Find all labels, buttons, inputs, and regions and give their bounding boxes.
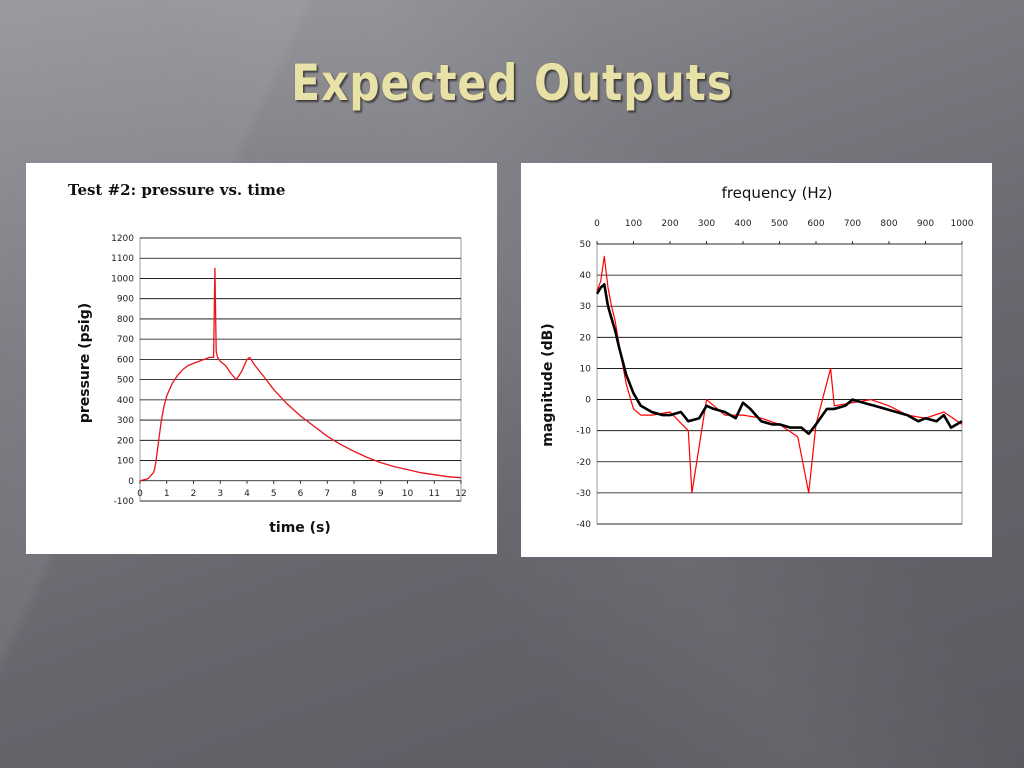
x-tick-label: 1000 bbox=[951, 219, 974, 229]
y-tick-label: 500 bbox=[117, 376, 134, 386]
y-tick-label: 40 bbox=[580, 271, 592, 281]
y-tick-label: 1100 bbox=[111, 254, 134, 264]
x-tick-label: 300 bbox=[698, 219, 715, 229]
pressure-chart-panel: Test #2: pressure vs. time pressure (psi… bbox=[26, 163, 497, 554]
y-tick-label: 1200 bbox=[111, 234, 134, 244]
y-axis-title: pressure (psig) bbox=[77, 303, 93, 423]
x-tick-label: 900 bbox=[917, 219, 934, 229]
y-tick-label: 100 bbox=[117, 457, 134, 467]
y-tick-label: 300 bbox=[117, 416, 134, 426]
x-tick-label: 5 bbox=[271, 489, 277, 499]
x-tick-label: 7 bbox=[324, 489, 330, 499]
y-tick-label: 900 bbox=[117, 295, 134, 305]
y-tick-label: 0 bbox=[128, 477, 134, 487]
x-tick-label: 800 bbox=[880, 219, 897, 229]
y-tick-label: 700 bbox=[117, 335, 134, 345]
y-tick-label: 600 bbox=[117, 355, 134, 365]
y-tick-label: -20 bbox=[576, 458, 591, 468]
x-tick-label: 10 bbox=[402, 489, 414, 499]
y-tick-label: 20 bbox=[580, 333, 592, 343]
y-tick-label: -40 bbox=[576, 520, 591, 530]
y-tick-label: 50 bbox=[580, 240, 592, 250]
y-tick-label: -30 bbox=[576, 489, 591, 499]
x-tick-label: 1 bbox=[164, 489, 170, 499]
y-tick-label: -10 bbox=[576, 427, 591, 437]
x-tick-label: 12 bbox=[455, 489, 466, 499]
chart-title: Test #2: pressure vs. time bbox=[68, 181, 285, 199]
x-tick-label: 9 bbox=[378, 489, 384, 499]
y-tick-label: 10 bbox=[580, 364, 592, 374]
series-line-0 bbox=[139, 267, 462, 482]
x-tick-label: 2 bbox=[191, 489, 197, 499]
pressure-chart: Test #2: pressure vs. time pressure (psi… bbox=[68, 181, 467, 536]
x-axis-title: time (s) bbox=[269, 520, 331, 536]
x-tick-label: 0 bbox=[137, 489, 143, 499]
y-tick-label: 0 bbox=[585, 396, 591, 406]
x-tick-label: 3 bbox=[217, 489, 223, 499]
y-axis-title: magnitude (dB) bbox=[540, 323, 556, 446]
spectrum-chart: frequency (Hz) magnitude (dB) -40 -30 -20 -… bbox=[540, 184, 974, 530]
x-tick-label: 6 bbox=[298, 489, 304, 499]
plot-area bbox=[139, 237, 462, 502]
spectrum-chart-panel: frequency (Hz) magnitude (dB) -40 -30 -20 -… bbox=[521, 163, 992, 557]
x-tick-label: 0 bbox=[594, 219, 600, 229]
x-tick-label: 4 bbox=[244, 489, 250, 499]
plot-area bbox=[596, 243, 963, 525]
y-tick-label: 1000 bbox=[111, 274, 134, 284]
y-tick-label: 800 bbox=[117, 315, 134, 325]
x-tick-label: 400 bbox=[734, 219, 751, 229]
x-tick-label: 600 bbox=[807, 219, 824, 229]
series-line-1 bbox=[595, 283, 963, 436]
y-tick-label: 200 bbox=[117, 436, 134, 446]
x-tick-label: 100 bbox=[625, 219, 642, 229]
x-tick-label: 700 bbox=[844, 219, 861, 229]
y-tick-label: 400 bbox=[117, 396, 134, 406]
x-tick-label: 500 bbox=[771, 219, 788, 229]
chart-title: frequency (Hz) bbox=[722, 184, 833, 202]
x-tick-label: 8 bbox=[351, 489, 357, 499]
y-tick-label: 30 bbox=[580, 302, 592, 312]
x-tick-label: 200 bbox=[661, 219, 678, 229]
series-line-0 bbox=[596, 255, 963, 494]
x-tick-label: 11 bbox=[429, 489, 440, 499]
y-tick-label: -100 bbox=[114, 497, 135, 507]
slide-title: Expected Outputs bbox=[291, 54, 733, 112]
